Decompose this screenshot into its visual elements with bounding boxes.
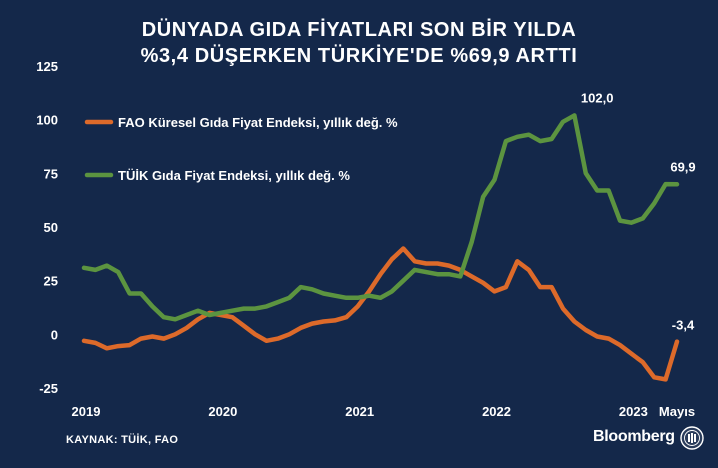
y-tick-label: 125 [36,59,58,74]
y-tick-label: 75 [44,166,58,181]
y-tick-label: -25 [39,381,58,396]
y-tick-label: 0 [51,327,58,342]
data-label: 102,0 [581,90,614,105]
chart-title-line-1: DÜNYADA GIDA FİYATLARI SON BİR YILDA [141,19,577,41]
x-tick-label: Mayıs [659,404,695,419]
data-label: -3,4 [672,318,695,333]
chart-title-line-2: %3,4 DÜŞERKEN TÜRKİYE'DE %69,9 ARTTI [140,45,578,67]
seal-icon [680,426,704,450]
x-tick-label: 2020 [208,404,237,419]
x-tick-label: 2022 [482,404,511,419]
y-tick-label: 100 [36,113,58,128]
series-line-tuik [81,113,680,322]
x-tick-label: 2023 [619,404,648,419]
data-label: 69,9 [670,159,695,174]
source-note: KAYNAK: TÜİK, FAO [66,434,179,446]
x-tick-label: 2019 [72,404,101,419]
brand-logo-text: Bloomberg [593,428,675,445]
legend-label-fao: FAO Küresel Gıda Fiyat Endeksi, yıllık d… [118,115,398,130]
y-tick-label: 25 [44,274,58,289]
x-tick-label: 2021 [345,404,374,419]
y-tick-label: 50 [44,220,58,235]
series-line-fao [81,246,680,382]
legend-label-tuik: TÜİK Gıda Fiyat Endeksi, yıllık değ. % [118,168,350,183]
